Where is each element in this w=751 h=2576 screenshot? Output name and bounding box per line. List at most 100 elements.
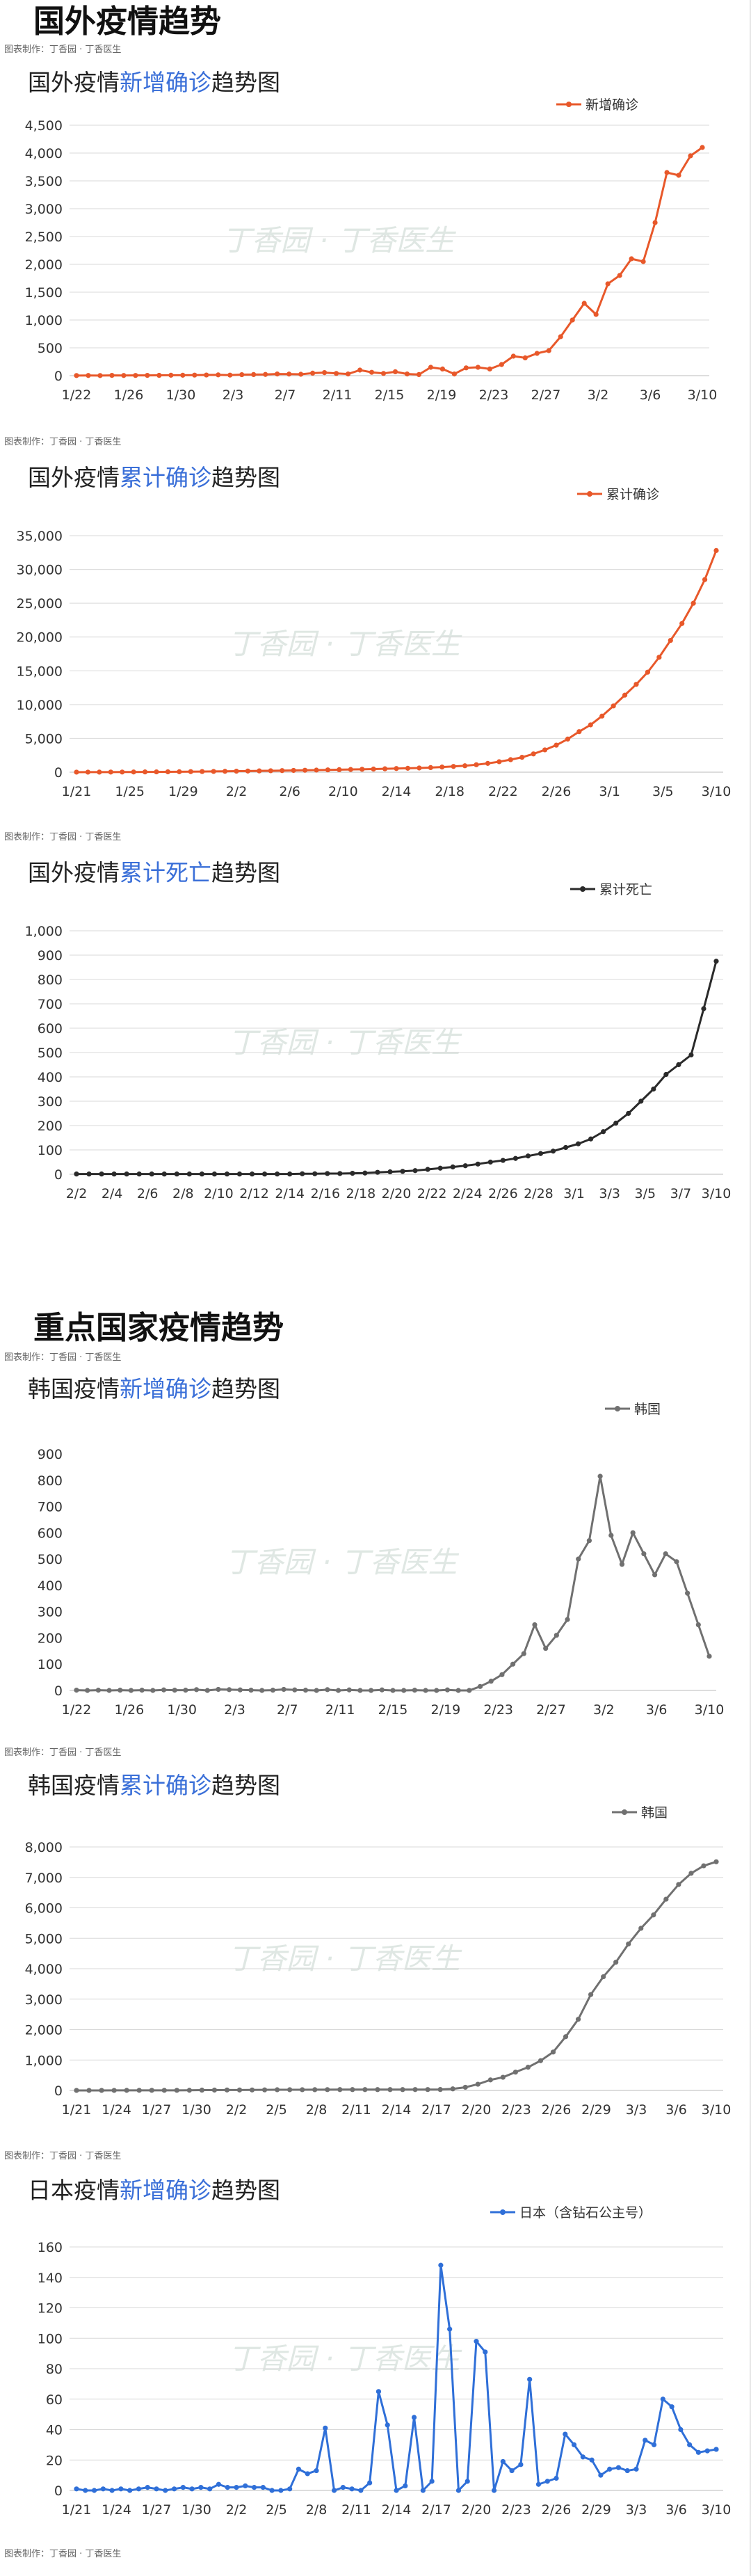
chart-title-korea-cumulative: 韩国疫情累计确诊趋势图 — [28, 1767, 280, 1800]
x-tick-label: 2/27 — [531, 387, 561, 403]
y-tick-label: 10,000 — [17, 698, 63, 713]
data-point — [108, 769, 113, 775]
legend-label: 韩国 — [634, 1402, 661, 1417]
data-point — [248, 1688, 254, 1693]
x-tick-label: 3/10 — [702, 1186, 732, 1201]
data-point — [275, 1171, 280, 1177]
data-point — [204, 372, 209, 378]
data-point — [439, 366, 446, 371]
y-tick-label: 0 — [54, 1167, 63, 1183]
data-point — [638, 1098, 644, 1104]
y-tick-label: 2,500 — [25, 230, 63, 245]
x-tick-label: 2/11 — [341, 2502, 371, 2518]
chart-title-foreign-new: 国外疫情新增确诊趋势图 — [28, 64, 280, 97]
data-point — [145, 373, 150, 378]
data-point — [669, 2404, 675, 2410]
x-tick-label: 2/23 — [483, 1702, 513, 1718]
x-tick-label: 2/15 — [375, 387, 405, 403]
x-tick-label: 3/1 — [563, 1186, 585, 1201]
y-tick-label: 7,000 — [25, 1871, 63, 1886]
x-tick-label: 2/17 — [421, 2102, 451, 2118]
data-point — [387, 1169, 393, 1175]
data-point — [483, 2349, 488, 2355]
data-point — [447, 2326, 453, 2332]
x-tick-label: 3/6 — [665, 2502, 687, 2518]
data-point — [487, 1159, 493, 1165]
y-tick-label: 0 — [54, 369, 63, 384]
data-point — [704, 2448, 710, 2454]
chart-title-prefix: 韩国疫情 — [28, 1375, 120, 1402]
data-point — [186, 1171, 192, 1177]
data-point — [207, 2486, 213, 2492]
legend-label: 韩国 — [641, 1805, 668, 1821]
chart-title-suffix: 趋势图 — [211, 1375, 280, 1402]
data-point — [260, 2485, 266, 2490]
data-point — [701, 1006, 706, 1011]
data-point — [91, 2488, 97, 2493]
data-point — [651, 2442, 657, 2447]
data-point — [369, 369, 375, 375]
y-tick-label: 1,000 — [25, 924, 63, 939]
data-point — [613, 1960, 619, 1965]
x-tick-label: 2/27 — [536, 1702, 566, 1718]
data-point — [394, 2488, 399, 2493]
data-point — [382, 766, 388, 771]
data-point — [86, 373, 91, 378]
chart-title-highlight: 新增确诊 — [120, 2177, 211, 2204]
data-point — [475, 2081, 481, 2087]
watermark-text: 丁香园 · 丁香医生 — [225, 1545, 460, 1579]
data-point — [676, 1882, 681, 1887]
data-point — [576, 729, 582, 735]
x-tick-label: 3/6 — [665, 2102, 687, 2118]
data-point — [322, 370, 328, 376]
data-point — [593, 312, 599, 317]
chart-title-prefix: 日本疫情 — [28, 2177, 120, 2204]
chart-title-highlight: 新增确诊 — [120, 1375, 211, 1402]
data-point — [403, 2483, 408, 2489]
x-tick-label: 2/5 — [266, 2102, 287, 2118]
chart-title-suffix: 趋势图 — [211, 2177, 280, 2204]
x-tick-label: 3/3 — [626, 2502, 647, 2518]
data-point — [99, 1171, 104, 1177]
data-point — [204, 1688, 210, 1693]
data-point — [111, 2088, 117, 2093]
y-tick-label: 35,000 — [17, 529, 63, 544]
data-point — [371, 766, 376, 772]
data-point — [676, 1062, 681, 1068]
x-tick-label: 2/14 — [382, 2502, 412, 2518]
y-tick-label: 500 — [38, 341, 63, 356]
data-point — [97, 373, 103, 378]
data-point — [345, 371, 351, 377]
data-point — [487, 366, 492, 371]
series-line — [76, 961, 718, 1176]
data-point — [586, 1538, 592, 1544]
data-point — [120, 769, 125, 775]
data-point — [500, 2458, 506, 2465]
chart-japan-new-confirmed: 丁香园 · 丁香医生 0 20 40 60 80 100 120 140 160 1/21 1/24 1… — [38, 2205, 732, 2518]
data-point — [500, 1158, 506, 1163]
series-line — [76, 1475, 711, 1692]
data-point — [570, 317, 575, 323]
data-point — [668, 637, 673, 643]
data-point — [412, 2087, 418, 2093]
data-point — [463, 365, 469, 371]
data-point — [444, 1687, 451, 1693]
y-tick-label: 5,000 — [25, 731, 63, 746]
data-point — [474, 2339, 479, 2344]
data-point — [597, 1473, 603, 1479]
x-tick-label: 2/8 — [306, 2502, 328, 2518]
data-point — [150, 1688, 156, 1693]
data-point — [550, 1149, 556, 1154]
chart-title-suffix: 趋势图 — [211, 1772, 280, 1799]
data-point — [168, 372, 174, 378]
data-point — [554, 1633, 559, 1638]
data-point — [663, 1071, 669, 1078]
series-line — [76, 2264, 717, 2492]
x-tick-label: 2/14 — [382, 2102, 412, 2118]
data-point — [428, 365, 434, 370]
chart-title-japan-new: 日本疫情新增确诊趋势图 — [28, 2172, 280, 2205]
data-point — [340, 2485, 346, 2490]
data-point — [589, 2457, 595, 2463]
data-point — [86, 2088, 92, 2093]
data-point — [199, 1171, 204, 1177]
